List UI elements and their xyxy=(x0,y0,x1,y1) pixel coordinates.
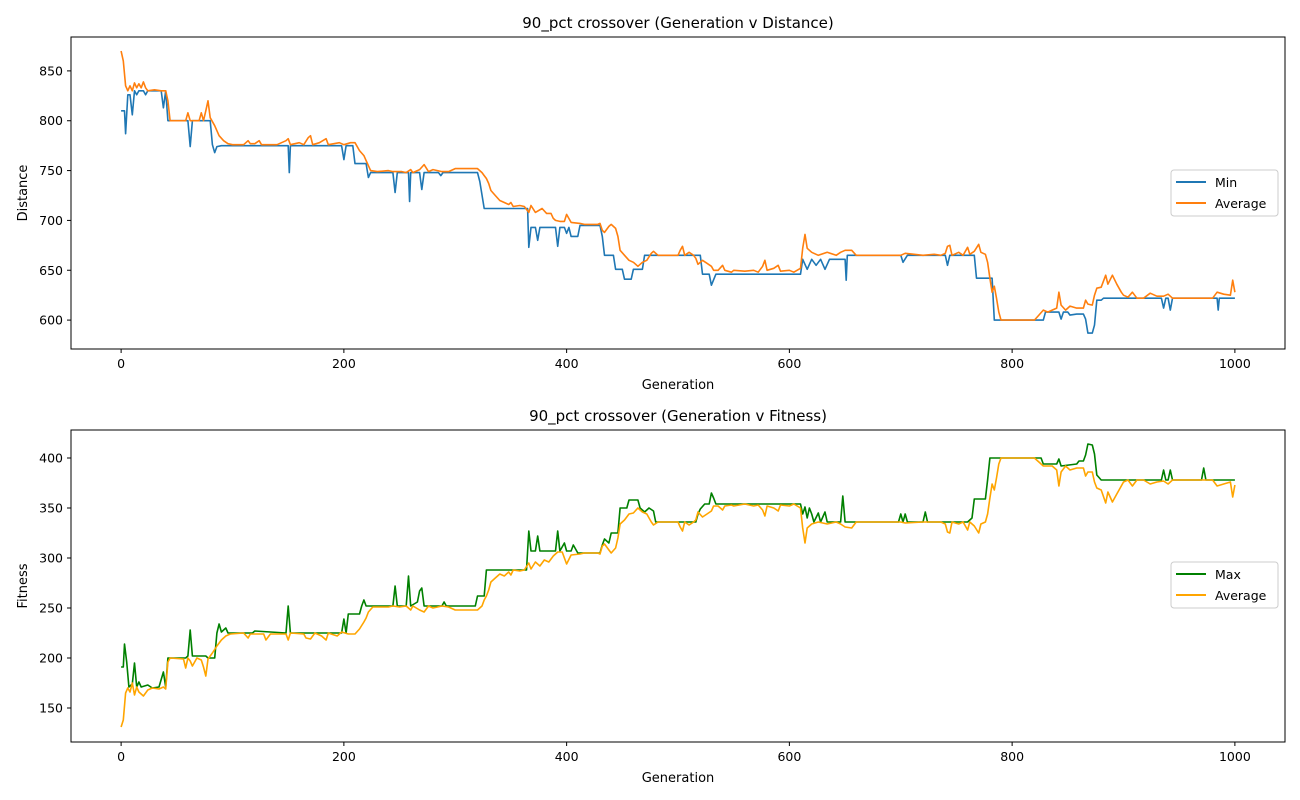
fitness-series xyxy=(120,443,1236,728)
fitness-x-tick-label: 0 xyxy=(117,749,125,764)
fitness-x-tick-label: 200 xyxy=(332,749,356,764)
fitness-y-tick-label: 150 xyxy=(39,701,63,716)
distance-y-tick-label: 650 xyxy=(39,263,63,278)
fitness-x-tick-label: 800 xyxy=(1000,749,1024,764)
distance-y-axis-label: Distance xyxy=(16,165,31,222)
distance-x-tick-label: 800 xyxy=(1000,356,1024,371)
distance-y-tick-label: 800 xyxy=(39,113,63,128)
fitness-y-tick-label: 300 xyxy=(39,551,63,566)
fitness-plot-frame xyxy=(70,429,1286,743)
fitness-legend-average-label: Average xyxy=(1215,588,1267,603)
fitness-y-axis-label: Fitness xyxy=(16,563,31,608)
fitness-legend: Max Average xyxy=(1170,561,1279,609)
fitness-y-tick-label: 350 xyxy=(39,501,63,516)
distance-x-axis-label: Generation xyxy=(642,378,715,393)
distance-y-tick-label: 700 xyxy=(39,213,63,228)
distance-legend-average-label: Average xyxy=(1215,196,1267,211)
distance-plot-frame xyxy=(70,36,1286,350)
fitness-average-line xyxy=(120,457,1236,728)
fitness-y-tick-label: 250 xyxy=(39,601,63,616)
distance-series xyxy=(120,50,1236,334)
distance-x-tick-label: 400 xyxy=(555,356,579,371)
distance-ticks: 0 200 400 600 800 1000 600 650 700 750 800 850 xyxy=(39,63,1251,371)
fitness-chart-title: 90_pct crossover (Generation v Fitness) xyxy=(529,407,827,426)
distance-x-tick-label: 0 xyxy=(117,356,125,371)
distance-min-line xyxy=(121,90,1235,334)
distance-legend: Min Average xyxy=(1170,169,1279,217)
fitness-x-axis-label: Generation xyxy=(642,771,715,786)
distance-x-tick-label: 600 xyxy=(777,356,801,371)
fitness-max-line xyxy=(121,443,1235,689)
fitness-chart: 90_pct crossover (Generation v Fitness) … xyxy=(16,407,1286,786)
distance-chart: 90_pct crossover (Generation v Distance)… xyxy=(16,14,1286,393)
distance-x-tick-label: 200 xyxy=(332,356,356,371)
fitness-ticks: 0 200 400 600 800 1000 150 200 250 300 350 400 xyxy=(39,451,1251,765)
fitness-y-tick-label: 400 xyxy=(39,451,63,466)
fitness-y-tick-label: 200 xyxy=(39,651,63,666)
distance-y-tick-label: 600 xyxy=(39,313,63,328)
fitness-x-tick-label: 1000 xyxy=(1219,749,1251,764)
distance-legend-min-label: Min xyxy=(1215,175,1237,190)
distance-y-tick-label: 850 xyxy=(39,63,63,78)
fitness-x-tick-label: 600 xyxy=(777,749,801,764)
distance-y-tick-label: 750 xyxy=(39,163,63,178)
distance-chart-title: 90_pct crossover (Generation v Distance) xyxy=(522,14,834,33)
fitness-x-tick-label: 400 xyxy=(555,749,579,764)
fitness-legend-max-label: Max xyxy=(1215,567,1241,582)
distance-average-line xyxy=(120,50,1236,321)
distance-x-tick-label: 1000 xyxy=(1219,356,1251,371)
